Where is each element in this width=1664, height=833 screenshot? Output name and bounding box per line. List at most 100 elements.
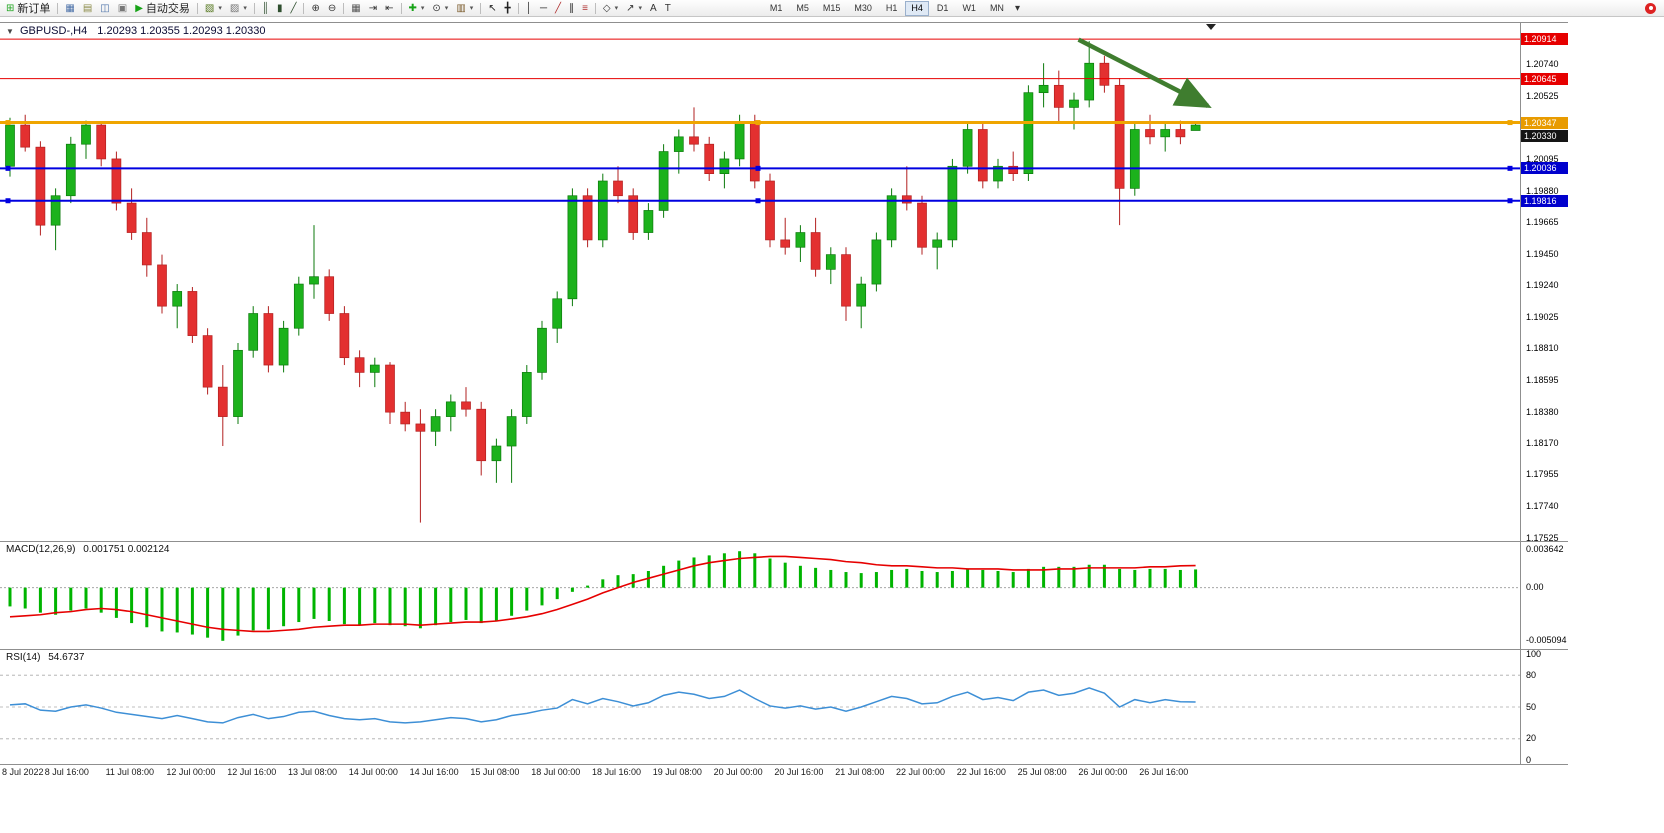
arrows-icon[interactable]: ↗ ▾ xyxy=(622,1,646,16)
support-line-2[interactable] xyxy=(0,198,1520,204)
market-watch-icon[interactable]: ▦ xyxy=(61,1,78,16)
toolbar: ⊞ 新订单 ▦ ▤ ◫ ▣ ▶ 自动交易 ▧ ▾ ▨ ▾ ║ ▮ ╱ ⊕ ⊖ ▦ ⇥ ⇤ ✚ ▾ ⊙ ▾ ▥ ▾ ↖ ╋ │ ─ ╱ ∥ ≡ ◇ ▾… xyxy=(0,0,1664,17)
zoom-in-icon[interactable]: ⊕ xyxy=(307,1,323,16)
timeframe-m1-button[interactable]: M1 xyxy=(769,2,783,13)
periods-icon[interactable]: ⊙ ▾ xyxy=(428,1,452,16)
arrows-dropdown-icon[interactable]: ▾ xyxy=(638,5,643,12)
vertical-line-icon[interactable]: │ xyxy=(522,1,536,16)
rsi-axis-label: 80 xyxy=(1526,669,1537,680)
profiles-icon[interactable]: ▨ ▾ xyxy=(226,1,251,16)
rsi-panel-divider[interactable] xyxy=(0,649,1568,650)
timeframe-mn-button[interactable]: MN xyxy=(989,2,1004,13)
shapes-icon[interactable]: ◇ ▾ xyxy=(599,1,622,16)
trendline-icon: ╱ xyxy=(555,2,562,14)
candlestick-chart-icon[interactable]: ▮ xyxy=(273,1,287,16)
chart-shift-icon[interactable]: ⇤ xyxy=(381,1,397,16)
toolbar-separator xyxy=(196,2,198,14)
price-badge: 1.20914 xyxy=(1521,33,1568,46)
chart-shift-marker[interactable] xyxy=(1206,24,1216,30)
candlestick-chart-icon: ▮ xyxy=(276,2,283,14)
horizontal-line-icon: ─ xyxy=(539,2,548,14)
toolbar-right-group xyxy=(1645,2,1656,14)
indicators-dropdown-icon[interactable]: ▾ xyxy=(420,5,425,12)
time-axis-label: 19 Jul 08:00 xyxy=(652,767,702,777)
tile-windows-icon: ▦ xyxy=(351,2,361,14)
toolbar-separator xyxy=(480,2,482,14)
one-click-trading-toggle[interactable]: ▼ xyxy=(6,27,14,36)
symbol-period-header: ▼ GBPUSD-,H4 1.20293 1.20355 1.20293 1.2… xyxy=(6,25,266,37)
shapes-icon: ◇ xyxy=(602,2,611,14)
shapes-dropdown-icon[interactable]: ▾ xyxy=(614,5,619,12)
support-line-1[interactable] xyxy=(0,165,1520,171)
chart-shift-icon: ⇤ xyxy=(385,2,394,14)
market-watch-icon: ▦ xyxy=(65,2,75,14)
toolbar-separator xyxy=(57,2,59,14)
timeframe-m30-button[interactable]: M30 xyxy=(854,2,872,13)
price-scale-border xyxy=(1520,22,1521,764)
periods-dropdown-icon[interactable]: ▾ xyxy=(444,5,449,12)
timeframe-d1-button[interactable]: D1 xyxy=(936,2,949,13)
time-axis-label: 22 Jul 16:00 xyxy=(956,767,1006,777)
terminal-icon[interactable]: ▣ xyxy=(114,1,131,16)
bar-chart-icon: ║ xyxy=(261,2,269,14)
macd-label: MACD(12,26,9) 0.001751 0.002124 xyxy=(6,544,169,555)
price-axis-label: 1.17740 xyxy=(1526,500,1559,511)
rsi-axis-label: 50 xyxy=(1526,701,1537,712)
indicators-icon[interactable]: ✚ ▾ xyxy=(405,1,429,16)
line-chart-icon[interactable]: ╱ xyxy=(286,1,300,16)
toolbar-separator xyxy=(400,2,402,14)
terminal-icon: ▣ xyxy=(117,2,128,14)
macd-panel-divider[interactable] xyxy=(0,541,1568,542)
toolbar-overflow-icon[interactable]: ▾ xyxy=(1011,1,1024,16)
trendline-icon[interactable]: ╱ xyxy=(551,1,565,16)
time-axis-label: 20 Jul 00:00 xyxy=(713,767,763,777)
timeframe-h4-button[interactable]: H4 xyxy=(905,0,929,16)
timeframe-w1-button[interactable]: W1 xyxy=(962,2,976,13)
cursor-icon[interactable]: ↖ xyxy=(484,1,500,16)
price-axis-label: 1.18170 xyxy=(1526,437,1559,448)
equidistant-channel-icon[interactable]: ∥ xyxy=(565,1,578,16)
crosshair-icon[interactable]: ╋ xyxy=(501,1,515,16)
text-icon[interactable]: A xyxy=(646,1,661,16)
autotrading-icon: ▶ xyxy=(135,2,143,14)
price-axis-label: 1.19025 xyxy=(1526,311,1559,322)
autotrading-button[interactable]: ▶ 自动交易 xyxy=(131,1,194,16)
new-chart-dropdown-icon[interactable]: ▾ xyxy=(218,5,222,12)
horizontal-line-icon[interactable]: ─ xyxy=(536,1,551,16)
data-window-icon[interactable]: ▤ xyxy=(79,1,96,16)
toolbar-separator xyxy=(303,2,305,14)
fibonacci-retracement-icon[interactable]: ≡ xyxy=(578,1,592,16)
templates-icon[interactable]: ▥ ▾ xyxy=(452,1,477,16)
rsi-axis-label: 0 xyxy=(1526,754,1532,765)
trend-arrow[interactable] xyxy=(1077,37,1212,108)
time-axis-label: 22 Jul 00:00 xyxy=(896,767,946,777)
new-order-button[interactable]: ⊞ 新订单 xyxy=(2,1,54,16)
timeframe-h1-button[interactable]: H1 xyxy=(885,2,898,13)
timeframe-m5-button[interactable]: M5 xyxy=(796,2,809,13)
auto-scroll-icon[interactable]: ⇥ xyxy=(365,1,381,16)
navigator-icon[interactable]: ◫ xyxy=(96,1,113,16)
templates-dropdown-icon[interactable]: ▾ xyxy=(469,5,474,12)
macd-axis-label: 0.003642 xyxy=(1526,544,1564,555)
navigator-icon: ◫ xyxy=(100,2,110,14)
vertical-line-icon: │ xyxy=(525,2,532,14)
text-label-icon[interactable]: T xyxy=(661,1,675,16)
time-axis-label: 21 Jul 08:00 xyxy=(835,767,885,777)
new-chart-icon[interactable]: ▧ ▾ xyxy=(201,1,226,16)
notifications-icon[interactable] xyxy=(1645,2,1656,14)
zoom-out-icon[interactable]: ⊖ xyxy=(324,1,340,16)
price-axis-label: 1.18810 xyxy=(1526,343,1559,354)
crosshair-icon: ╋ xyxy=(504,2,511,14)
macd-axis-label: 0.00 xyxy=(1526,582,1544,593)
time-axis-label: 25 Jul 08:00 xyxy=(1017,767,1067,777)
macd-values: 0.001751 0.002124 xyxy=(83,544,170,555)
profiles-dropdown-icon[interactable]: ▾ xyxy=(243,5,247,12)
rsi-axis-label: 100 xyxy=(1526,648,1542,659)
price-axis-label: 1.19240 xyxy=(1526,280,1559,291)
timeframe-m15-button[interactable]: M15 xyxy=(822,2,841,13)
tile-windows-icon[interactable]: ▦ xyxy=(347,1,364,16)
bar-chart-icon[interactable]: ║ xyxy=(258,1,273,16)
pivot-line-orange[interactable] xyxy=(0,120,1520,126)
rsi-label: RSI(14) 54.6737 xyxy=(6,652,84,663)
